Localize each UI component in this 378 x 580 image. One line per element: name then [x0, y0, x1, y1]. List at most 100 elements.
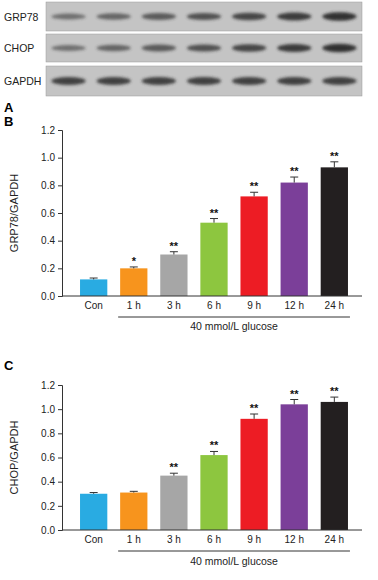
significance: ** — [330, 150, 339, 162]
tick-mark — [58, 185, 62, 186]
tick-label: Con — [84, 534, 102, 545]
blot-band — [51, 77, 85, 85]
tick: 1.0 — [41, 404, 62, 415]
tick-label: Con — [84, 300, 102, 311]
tick-label: 12 h — [284, 534, 303, 545]
error-cap — [90, 278, 98, 279]
error-cap — [90, 492, 98, 493]
significance: * — [132, 255, 137, 267]
significance: ** — [250, 402, 259, 414]
bar — [160, 255, 187, 297]
blot-band — [142, 13, 176, 20]
tick-mark — [58, 130, 62, 131]
y-axis: 0.00.20.40.60.81.01.2 — [41, 380, 62, 536]
tick-mark — [58, 158, 62, 159]
blot-band — [277, 77, 311, 85]
error-bar — [250, 414, 258, 419]
bar — [200, 455, 227, 530]
tick-label: 9 h — [247, 300, 261, 311]
tick-label: 0.0 — [41, 525, 55, 536]
bar — [281, 404, 308, 530]
plot-area — [80, 162, 348, 296]
tick-label: 6 h — [207, 534, 221, 545]
tick-mark — [58, 433, 62, 434]
bar — [80, 494, 107, 530]
blot-band — [187, 13, 221, 20]
tick-mark — [58, 530, 62, 531]
blot-band — [142, 45, 176, 52]
tick-label: 0.6 — [41, 208, 55, 219]
error-stem — [254, 414, 255, 419]
row-label: GRP78 — [4, 11, 39, 23]
bar — [160, 476, 187, 530]
y-axis-title: CHOP/GAPDH — [8, 420, 20, 494]
tick: 6 h — [207, 534, 221, 545]
tick-label: 1.0 — [41, 152, 55, 163]
error-stem — [334, 397, 335, 402]
panel-label: C — [4, 358, 14, 373]
tick-mark — [58, 458, 62, 459]
tick-label: 0.2 — [41, 501, 55, 512]
tick: 0.0 — [41, 525, 62, 536]
blot-band — [232, 13, 266, 21]
blot-band — [97, 13, 131, 19]
error-bar — [290, 400, 298, 405]
bar — [321, 167, 348, 296]
blot-band — [232, 44, 266, 52]
tick: 0.2 — [41, 501, 62, 512]
blot-strip — [46, 34, 362, 62]
bar — [120, 268, 147, 296]
error-cap — [130, 491, 138, 492]
tick: 9 h — [247, 300, 261, 311]
blot-band — [51, 45, 85, 51]
blot-strip — [46, 2, 362, 31]
blot-band — [322, 12, 356, 20]
blot-band — [232, 77, 266, 85]
error-bar — [130, 267, 138, 268]
tick-mark — [58, 296, 62, 297]
error-bar — [330, 397, 338, 402]
tick: 12 h — [284, 300, 303, 311]
tick: 1 h — [127, 534, 141, 545]
tick: 24 h — [325, 300, 344, 311]
tick: 0.8 — [41, 428, 62, 439]
tick: 0.0 — [41, 291, 62, 302]
group-bracket — [118, 551, 350, 552]
blot-row — [46, 2, 362, 31]
tick-label: 1.2 — [41, 125, 55, 136]
blot-band — [277, 44, 311, 52]
error-stem — [214, 219, 215, 223]
tick: 1.0 — [41, 152, 62, 163]
error-stem — [254, 192, 255, 196]
significance: ** — [210, 439, 219, 451]
blot-row — [46, 66, 362, 96]
tick-mark — [58, 268, 62, 269]
bar — [240, 196, 267, 296]
tick: Con — [84, 300, 102, 311]
bar — [120, 493, 147, 530]
tick-label: 0.0 — [41, 291, 55, 302]
panel-label: A — [4, 100, 14, 115]
x-axis-title: 40 mmol/L glucose — [190, 320, 278, 332]
tick-label: 24 h — [325, 300, 344, 311]
tick: 3 h — [167, 534, 181, 545]
row-label: CHOP — [4, 42, 34, 54]
error-stem — [294, 177, 295, 183]
tick: 3 h — [167, 300, 181, 311]
error-bar — [170, 252, 178, 255]
tick: Con — [84, 534, 102, 545]
error-bar — [130, 491, 138, 492]
group-bracket — [118, 317, 350, 318]
tick-label: 0.6 — [41, 452, 55, 463]
blot-band — [322, 77, 356, 85]
blot-band — [187, 77, 221, 85]
tick-label: 0.4 — [41, 235, 55, 246]
tick: 12 h — [284, 534, 303, 545]
tick: 6 h — [207, 300, 221, 311]
bar — [240, 419, 267, 530]
blot-band — [97, 77, 131, 85]
tick-label: 6 h — [207, 300, 221, 311]
error-bar — [170, 473, 178, 475]
bar — [200, 223, 227, 296]
tick-mark — [58, 385, 62, 386]
